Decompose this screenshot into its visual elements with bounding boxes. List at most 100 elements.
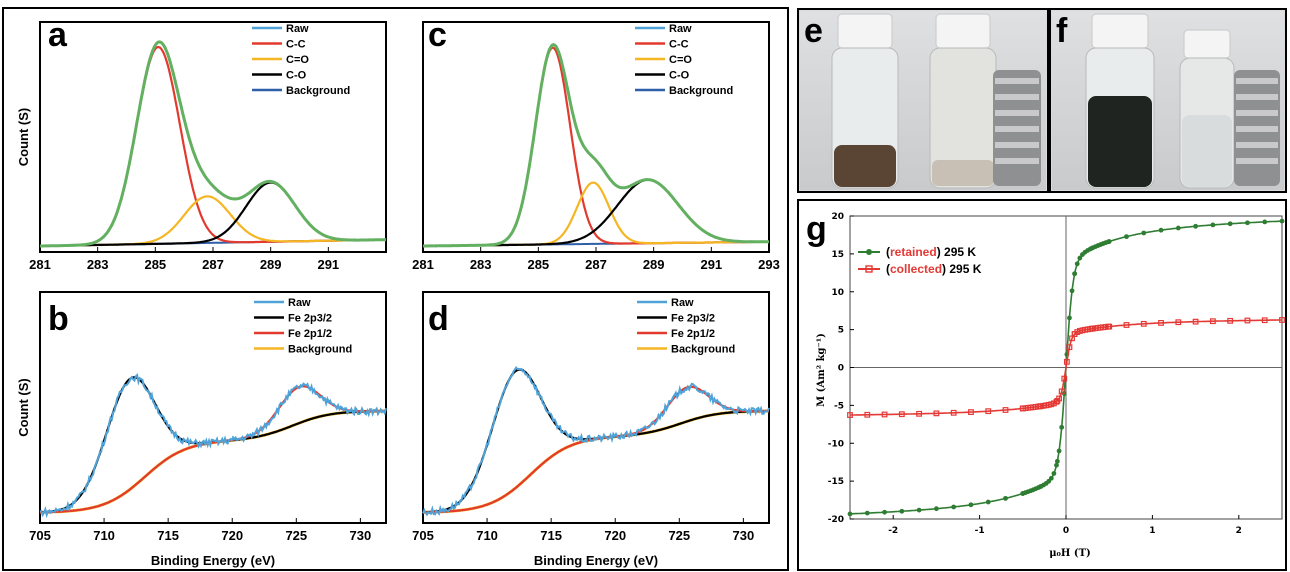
series-envelope-line (40, 40, 386, 248)
x-tick-label: 2 (1236, 526, 1242, 536)
legend-text-part: ) 295 K (942, 262, 982, 276)
x-tick-label: 285 (527, 257, 549, 272)
series-1-point (968, 409, 974, 415)
x-tick-label: 720 (604, 528, 626, 543)
panel-b-chart: 705 710 715 720 725 730 Raw Fe 2p3/2 Fe 2p1/2 Bac… (16, 291, 387, 568)
panel-label-f: f (1056, 12, 1068, 50)
legend-entry-0: Raw (288, 297, 311, 309)
series-0-point (951, 504, 957, 510)
plot-frame (39, 291, 387, 524)
legend-entry-2: Fe 2p1/2 (288, 328, 332, 340)
series-0-point (916, 507, 922, 513)
legend-entry-0: (retained) 295 K (886, 245, 976, 259)
x-tick-label: 715 (157, 528, 179, 543)
vial-clear-liquid-icon (1182, 115, 1232, 187)
series-raw-line (39, 373, 387, 519)
series-0-point (864, 510, 870, 516)
series-0-point (1227, 221, 1233, 227)
x-tick-label: 289 (643, 257, 665, 272)
series-1-point (1123, 322, 1130, 328)
series-1-point (1261, 317, 1268, 324)
series-0-point (1210, 222, 1216, 228)
series-1-point (1105, 323, 1112, 330)
series-0-point (1141, 230, 1147, 236)
panel-label-e: e (804, 12, 823, 50)
legend-entry-2: C=O (286, 54, 309, 66)
series-0-point (1054, 458, 1060, 464)
x-tick-label: 705 (412, 528, 434, 543)
legend-entry-4: Background (286, 85, 350, 97)
x-axis-label: Binding Energy (eV) (534, 553, 658, 568)
x-tick-label: 281 (412, 257, 434, 272)
legend-entry-1: C-C (669, 39, 689, 51)
x-axis-label: Binding Energy (eV) (151, 553, 275, 568)
legend-entry-0: Raw (669, 23, 692, 35)
series-1-point (847, 412, 853, 418)
x-tick-label: 715 (540, 528, 562, 543)
y-tick-label: 5 (838, 326, 844, 336)
series-0-point (1245, 220, 1250, 226)
x-tick-label: 725 (668, 528, 690, 543)
series-1-point (1192, 318, 1199, 325)
y-axis-label: Count (S) (16, 378, 31, 436)
legend-marker (865, 265, 873, 273)
y-tick-label: -20 (828, 515, 844, 525)
x-tick-label: 287 (585, 257, 607, 272)
series-0-point (1279, 218, 1285, 224)
series-0-point (1048, 475, 1054, 481)
series-1-point (1061, 375, 1068, 382)
series-0-point (1105, 239, 1111, 245)
x-tick-label: 291 (317, 257, 339, 272)
legend-entry-1: Fe 2p3/2 (288, 313, 332, 325)
series-0-point (1069, 288, 1075, 294)
series-1-point (1002, 407, 1009, 413)
x-axis-label: μ₀H (T) (1049, 548, 1091, 559)
plot-frame (422, 291, 770, 524)
vial-sediment-icon (834, 145, 896, 187)
panel-c-chart: 281 283 285 287 289 291 293 Raw C-C C=O C-O Backgro… (412, 16, 780, 272)
panel-label-c: c (428, 16, 447, 54)
x-tick-label: 710 (476, 528, 498, 543)
legend-entry-3: Background (288, 344, 352, 356)
vial-cap-icon (935, 13, 991, 49)
left-figure-border (2, 7, 789, 571)
series-0-point (968, 502, 974, 508)
vial-liquid-icon (932, 160, 994, 186)
legend-entry-1: C-C (286, 39, 306, 51)
legend-entry-2: C=O (669, 54, 692, 66)
magnet-stack-icon (1234, 70, 1280, 186)
x-tick-label: 283 (470, 257, 492, 272)
series-0-point (847, 511, 853, 517)
x-tick-label: 287 (202, 257, 224, 272)
panel-e-photo: e (797, 8, 1049, 193)
series-envelope-line (423, 42, 770, 248)
series-1-point (1244, 317, 1251, 324)
panel-a-chart: 281 283 285 287 289 291 Raw C-C C=O C-O Background… (16, 16, 387, 272)
plot-frame (39, 21, 387, 253)
series-1-point (1058, 388, 1065, 395)
legend-entry-2: Fe 2p1/2 (671, 328, 715, 340)
series-1-point (933, 410, 940, 417)
series-0-point (882, 509, 887, 515)
x-tick-label: 289 (260, 257, 282, 272)
series-1-point (985, 408, 992, 415)
x-tick-label: 725 (285, 528, 307, 543)
series-1-point (1140, 320, 1147, 327)
legend-text-part: retained (890, 245, 937, 259)
legend-entry-1: Fe 2p3/2 (671, 313, 715, 325)
legend-entry-0: Raw (286, 23, 309, 35)
series-1-point (950, 409, 957, 416)
series-0-point (1059, 424, 1065, 430)
legend-text-part: ) 295 K (937, 245, 977, 259)
vial-dark-liquid-icon (1088, 96, 1152, 187)
series-0-point (1051, 471, 1057, 476)
series-0-point (1003, 495, 1008, 501)
series-1-point (1056, 395, 1062, 402)
legend-marker (866, 249, 872, 255)
series-1-point (1209, 318, 1216, 325)
series-1-point (1063, 358, 1070, 365)
y-tick-label: 0 (838, 364, 844, 374)
x-tick-label: 705 (29, 528, 51, 543)
y-tick-label: -5 (834, 401, 844, 411)
x-tick-label: 283 (87, 257, 109, 272)
